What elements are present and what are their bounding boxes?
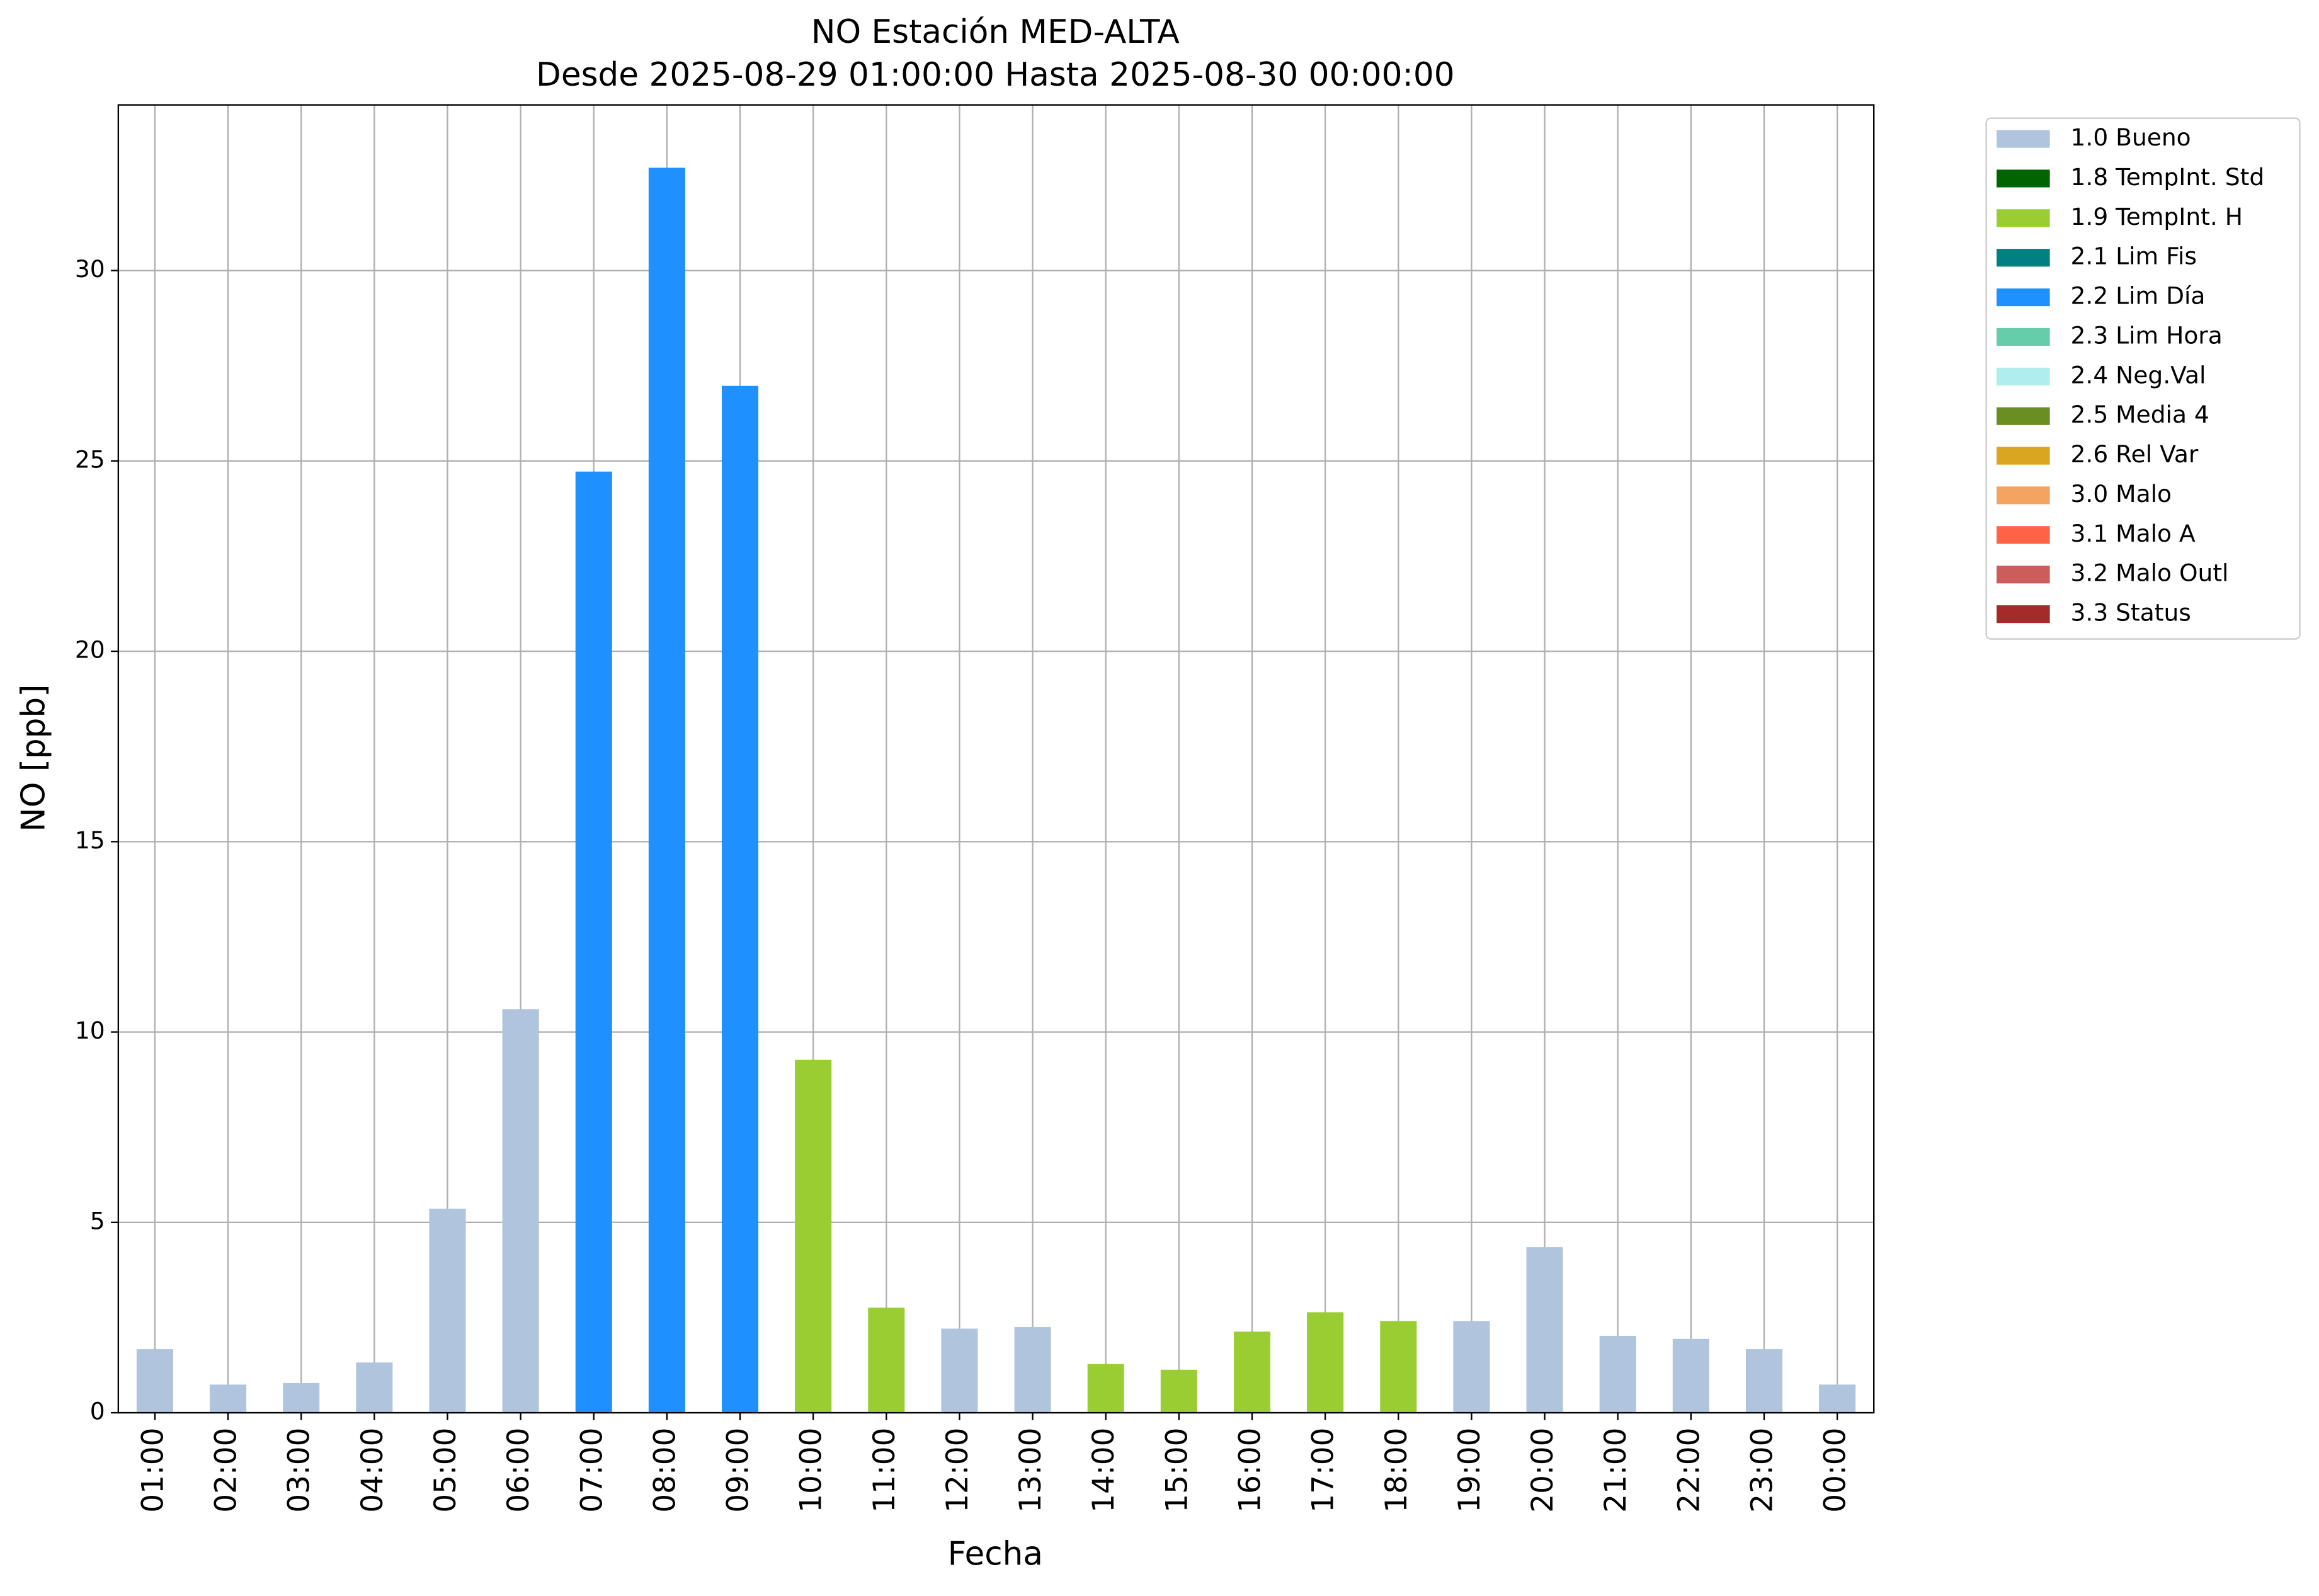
x-tick-label: 01:00: [135, 1428, 170, 1513]
bar: [1087, 1364, 1124, 1413]
x-tick-label: 19:00: [1452, 1428, 1487, 1513]
bar: [1453, 1321, 1490, 1413]
bar: [1745, 1349, 1783, 1413]
chart-title: NO Estación MED-ALTA: [811, 13, 1180, 51]
legend-swatch: [1997, 486, 2050, 504]
x-tick-label: 15:00: [1160, 1428, 1194, 1513]
bar: [502, 1009, 539, 1413]
y-tick-label: 10: [75, 1017, 105, 1044]
y-tick-label: 25: [75, 445, 105, 473]
legend-swatch: [1997, 328, 2050, 346]
legend-swatch: [1997, 249, 2050, 267]
bar: [210, 1384, 247, 1413]
x-tick-label: 03:00: [282, 1428, 317, 1513]
y-tick-label: 15: [75, 826, 105, 854]
bar: [575, 471, 612, 1413]
x-axis-label: Fecha: [948, 1536, 1043, 1573]
bar: [1526, 1247, 1563, 1413]
bar: [1672, 1338, 1709, 1413]
legend-box: [1985, 117, 2301, 640]
bars: [136, 168, 1856, 1413]
legend-swatch: [1997, 407, 2050, 425]
bar: [1014, 1327, 1051, 1413]
legend-label: 2.5 Media 4: [2071, 401, 2209, 428]
bar: [1160, 1369, 1197, 1413]
bar: [795, 1059, 832, 1413]
bar: [941, 1328, 978, 1413]
legend-swatch: [1997, 605, 2050, 624]
x-tick-label: 20:00: [1525, 1428, 1560, 1513]
bar: [1307, 1312, 1344, 1413]
x-tick-label: 10:00: [794, 1428, 829, 1513]
plot-frame: [117, 104, 1875, 1414]
legend: 1.0 Bueno 1.8 TempInt. Std 1.9 TempInt. H 2…: [1985, 117, 2301, 640]
legend-label: 3.2 Malo Outl: [2071, 559, 2229, 587]
legend-label: 1.9 TempInt. H: [2071, 203, 2243, 231]
x-tick-label: 18:00: [1379, 1428, 1414, 1513]
x-tick-label: 04:00: [355, 1428, 390, 1513]
legend-swatch: [1997, 130, 2050, 148]
legend-label: 3.1 Malo A: [2071, 520, 2196, 547]
x-tick-label: 11:00: [867, 1428, 902, 1513]
legend-label: 1.0 Bueno: [2071, 123, 2191, 151]
legend-label: 2.6 Rel Var: [2071, 440, 2199, 468]
y-tick-label: 0: [90, 1398, 105, 1425]
legend-label: 3.3 Status: [2071, 599, 2191, 627]
x-tick-label: 06:00: [501, 1428, 536, 1513]
x-tick-label: 14:00: [1086, 1428, 1121, 1513]
y-tick-label: 5: [90, 1207, 105, 1234]
bar: [1819, 1384, 1856, 1413]
legend-swatch: [1997, 566, 2050, 584]
x-tick-label: 13:00: [1013, 1428, 1048, 1513]
x-tick-label: 21:00: [1598, 1428, 1633, 1513]
x-tick-label: 00:00: [1818, 1428, 1853, 1513]
bar: [1599, 1335, 1636, 1413]
bar: [722, 385, 759, 1413]
bar: [1380, 1321, 1417, 1413]
legend-label: 1.8 TempInt. Std: [2071, 163, 2265, 191]
x-tick-label: 16:00: [1233, 1428, 1267, 1513]
bar: [283, 1382, 320, 1413]
bar: [356, 1362, 393, 1413]
chart-subtitle: Desde 2025-08-29 01:00:00 Hasta 2025-08-…: [536, 56, 1455, 94]
x-tick-label: 12:00: [940, 1428, 975, 1513]
legend-label: 2.3 Lim Hora: [2071, 321, 2223, 349]
bar: [136, 1349, 173, 1413]
bar: [1233, 1331, 1271, 1413]
legend-label: 2.4 Neg.Val: [2071, 361, 2206, 389]
x-tick-label: 07:00: [574, 1428, 609, 1513]
bar: [868, 1308, 905, 1413]
legend-label: 2.1 Lim Fis: [2071, 242, 2197, 270]
x-tick-label: 22:00: [1672, 1428, 1706, 1513]
ticks: 0 5 10 15 20 25 30 01:00 02:00 03:00 04:00 05:00 06:…: [75, 255, 1853, 1513]
y-tick-label: 30: [75, 255, 105, 283]
bar: [648, 168, 685, 1413]
legend-swatch: [1997, 169, 2050, 188]
y-tick-label: 20: [75, 636, 105, 664]
x-tick-label: 08:00: [647, 1428, 682, 1513]
legend-swatch: [1997, 288, 2050, 307]
y-axis-label: NO [ppb]: [14, 685, 52, 832]
legend-swatch: [1997, 526, 2050, 544]
x-tick-label: 17:00: [1306, 1428, 1341, 1513]
x-tick-label: 09:00: [721, 1428, 756, 1513]
x-tick-label: 23:00: [1745, 1428, 1779, 1513]
x-tick-label: 05:00: [428, 1428, 463, 1513]
legend-swatch: [1997, 447, 2050, 465]
legend-swatch: [1997, 209, 2050, 227]
x-tick-label: 02:00: [209, 1428, 244, 1513]
bar: [429, 1209, 466, 1413]
legend-label: 3.0 Malo: [2071, 480, 2172, 508]
legend-swatch: [1997, 367, 2050, 385]
legend-label: 2.2 Lim Día: [2071, 282, 2206, 310]
